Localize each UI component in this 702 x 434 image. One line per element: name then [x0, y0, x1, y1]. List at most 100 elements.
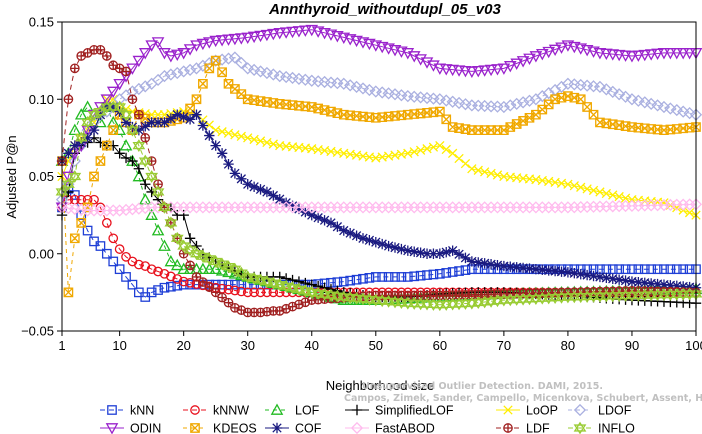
y-tick-label: 0.05 — [29, 169, 54, 184]
data-point — [460, 265, 471, 275]
legend-label: KDEOS — [213, 422, 257, 434]
data-point — [69, 233, 80, 244]
data-point — [198, 277, 208, 287]
legend-swatch-marker — [503, 405, 513, 415]
data-point — [345, 275, 356, 286]
data-point — [222, 52, 235, 65]
data-point — [235, 33, 248, 45]
data-point — [190, 40, 203, 52]
data-point — [639, 264, 650, 275]
data-point — [460, 252, 471, 264]
data-point — [101, 218, 112, 228]
legend-item-INFLO: INFLO — [568, 422, 635, 434]
legend-label: LoOP — [526, 404, 558, 418]
data-point — [223, 158, 234, 170]
data-point — [236, 286, 247, 297]
data-point — [241, 62, 254, 75]
legend-item-SimplifiedLOF: SimplifiedLOF — [345, 404, 454, 418]
data-point — [422, 144, 432, 154]
data-point — [434, 268, 445, 279]
data-point — [254, 65, 267, 78]
data-point — [242, 179, 253, 190]
data-point — [133, 259, 144, 270]
data-point — [81, 100, 94, 112]
data-point — [178, 209, 189, 221]
data-point — [492, 259, 503, 271]
data-point — [338, 276, 349, 287]
data-point — [537, 264, 548, 276]
data-point — [447, 267, 458, 277]
data-point — [228, 51, 242, 64]
data-point — [197, 120, 209, 131]
data-point — [548, 44, 562, 57]
data-point — [338, 225, 349, 236]
data-point — [68, 123, 82, 135]
y-tick-label: 0.10 — [29, 92, 54, 107]
data-point — [441, 114, 452, 125]
data-point — [164, 51, 178, 63]
series-LDOF — [55, 51, 702, 206]
data-point — [409, 271, 420, 282]
data-point — [178, 276, 189, 287]
legend-label: FastABOD — [375, 422, 435, 434]
data-point — [409, 147, 419, 157]
data-point — [460, 158, 471, 169]
data-point — [363, 83, 376, 97]
data-point — [132, 55, 146, 68]
data-point — [370, 236, 381, 248]
data-point — [683, 48, 696, 60]
data-point — [491, 64, 504, 76]
data-point — [486, 168, 496, 179]
x-tick-label: 50 — [369, 338, 383, 353]
data-point — [106, 115, 120, 128]
data-point — [215, 35, 229, 47]
data-point — [593, 48, 607, 60]
legend-swatch-marker — [190, 423, 200, 433]
data-point — [63, 148, 74, 159]
data-point — [471, 65, 485, 78]
data-point — [95, 156, 106, 166]
data-point — [422, 270, 432, 280]
data-point — [434, 106, 445, 117]
data-point — [172, 109, 183, 120]
data-point — [236, 279, 247, 290]
data-point — [351, 230, 362, 241]
data-point — [510, 97, 523, 111]
data-point — [626, 276, 638, 287]
data-point — [243, 133, 253, 143]
x-tick-label: 60 — [433, 338, 447, 353]
data-point — [248, 181, 260, 192]
data-point — [484, 64, 498, 77]
chart-title: Annthyroid_withoutdupl_05_v03 — [268, 1, 501, 18]
data-point — [576, 182, 586, 192]
series-COF — [56, 101, 702, 293]
data-point — [89, 171, 99, 182]
legend-item-LoOP: LoOP — [496, 404, 558, 418]
data-point — [164, 254, 178, 267]
data-point — [236, 173, 247, 185]
data-point — [600, 48, 613, 61]
data-point — [639, 277, 650, 288]
data-point — [140, 121, 151, 132]
data-point — [196, 38, 210, 51]
data-point — [146, 287, 157, 298]
data-point — [684, 281, 695, 293]
data-point — [69, 63, 80, 74]
data-point — [126, 123, 139, 137]
data-point — [657, 48, 671, 60]
data-point — [158, 200, 171, 214]
x-tick-label: 90 — [625, 338, 639, 353]
data-point — [255, 287, 266, 298]
data-point — [409, 246, 420, 257]
data-point — [211, 125, 221, 135]
data-point — [133, 124, 145, 136]
series-INFLO — [55, 100, 702, 312]
data-point — [74, 108, 88, 120]
data-point — [76, 218, 87, 228]
data-point — [138, 154, 152, 168]
data-point — [210, 287, 221, 298]
data-point — [459, 65, 472, 78]
data-point — [202, 37, 216, 49]
data-point — [170, 49, 184, 61]
